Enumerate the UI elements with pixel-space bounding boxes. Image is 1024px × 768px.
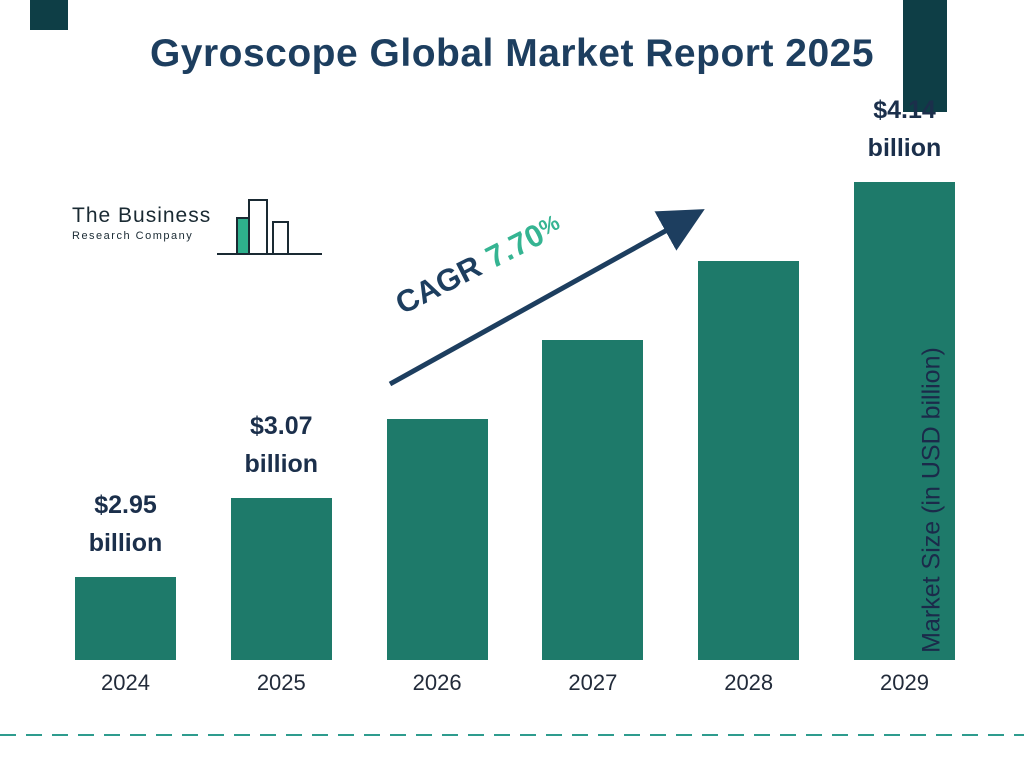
corner-decoration-top-right — [903, 0, 947, 112]
bar-group-2029: $4.14 billion 2029 — [853, 91, 955, 697]
bar-value-label: $2.95 billion — [88, 490, 163, 558]
x-axis-label: 2027 — [568, 670, 618, 695]
logo-name: The Business — [72, 204, 212, 227]
corner-decoration-top-left — [30, 0, 68, 30]
y-axis-label: Market Size (in USD billion) — [917, 347, 946, 653]
bar-value-label: $4.14 billion — [867, 95, 942, 163]
x-axis-label: 2029 — [880, 670, 929, 695]
bar — [386, 419, 488, 660]
x-axis-label: 2028 — [724, 670, 774, 695]
x-axis-label: 2025 — [256, 670, 306, 695]
bar — [853, 182, 955, 660]
x-axis-label: 2026 — [412, 670, 462, 695]
logo-bar-chart-icon — [217, 196, 327, 267]
logo-subname: Research Company — [72, 230, 194, 242]
bar-value-label: $3.07 billion — [244, 411, 319, 479]
bar-group-2024: $2.95 billion 2024 — [75, 486, 176, 697]
cagr-trend-arrow — [378, 192, 723, 402]
bar — [230, 498, 332, 660]
page-title: Gyroscope Global Market Report 2025 — [149, 32, 875, 75]
x-axis-label: 2024 — [101, 670, 150, 695]
bottom-dashed-divider — [0, 734, 1024, 736]
bar-group-2025: $3.07 billion 2025 — [230, 407, 332, 697]
company-logo-text: The Business Research Company — [72, 204, 211, 242]
bar-chart: $2.95 billion 2024 $3.07 billion 2025 2026 2027… — [75, 96, 955, 697]
bar — [75, 577, 176, 660]
company-logo: The Business Research Company — [72, 196, 327, 267]
bar-group-2027: 2027 — [542, 340, 644, 696]
bar — [698, 261, 800, 660]
bar-group-2026: 2026 — [386, 419, 488, 696]
bar-group-2028: 2028 — [698, 261, 800, 696]
bar — [542, 340, 644, 660]
